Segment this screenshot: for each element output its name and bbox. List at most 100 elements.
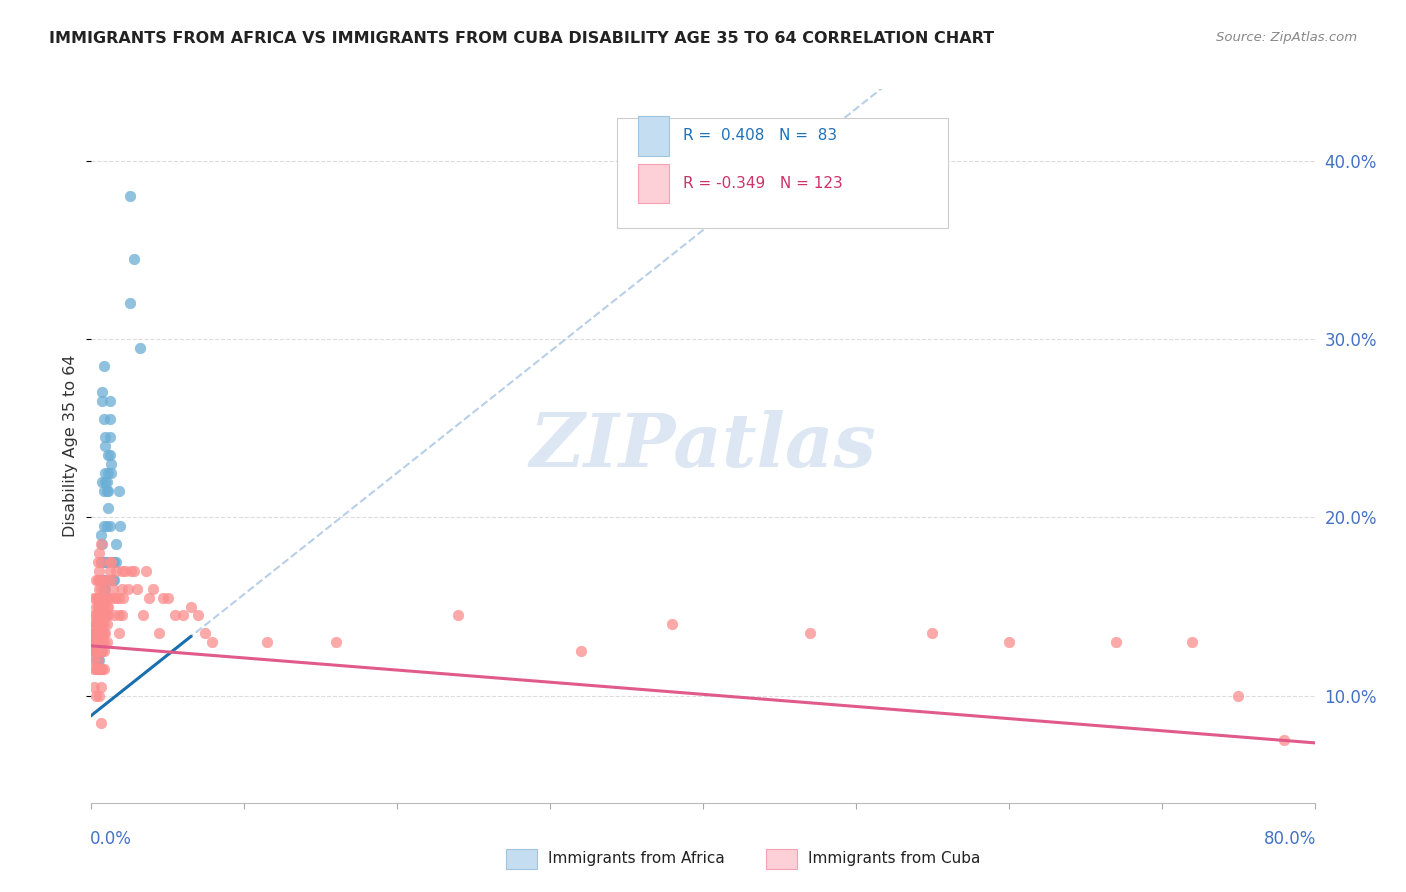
Point: [96, 635, 118, 649]
Point: [93, 582, 115, 596]
Point: [90, 617, 112, 632]
Point: [86, 653, 108, 667]
Point: [86, 626, 108, 640]
Point: [91, 573, 114, 587]
Text: R = -0.349   N = 123: R = -0.349 N = 123: [683, 177, 844, 191]
Point: [94, 582, 117, 596]
Point: [94, 555, 117, 569]
Point: [104, 537, 127, 551]
Point: [83, 626, 105, 640]
Point: [98, 555, 121, 569]
Point: [91, 644, 114, 658]
Point: [90, 635, 112, 649]
Point: [87, 689, 110, 703]
Point: [84, 644, 107, 658]
Point: [96, 475, 118, 489]
Point: [1181, 635, 1204, 649]
Point: [193, 626, 215, 640]
Point: [84, 573, 107, 587]
Point: [83, 644, 105, 658]
Point: [97, 501, 120, 516]
Point: [83, 662, 105, 676]
Point: [94, 466, 117, 480]
Bar: [638, 116, 669, 155]
Point: [138, 591, 160, 605]
Point: [94, 626, 117, 640]
Point: [91, 591, 114, 605]
Point: [91, 475, 114, 489]
Point: [118, 189, 141, 203]
Point: [97, 608, 120, 623]
Point: [84, 591, 107, 605]
Point: [87, 617, 110, 632]
Point: [97, 483, 120, 498]
Text: Immigrants from Cuba: Immigrants from Cuba: [808, 852, 981, 866]
Point: [152, 591, 174, 605]
Point: [91, 635, 114, 649]
Point: [98, 564, 121, 578]
Point: [90, 680, 112, 694]
Y-axis label: Disability Age 35 to 64: Disability Age 35 to 64: [63, 355, 79, 537]
Text: IMMIGRANTS FROM AFRICA VS IMMIGRANTS FROM CUBA DISABILITY AGE 35 TO 64 CORRELATI: IMMIGRANTS FROM AFRICA VS IMMIGRANTS FRO…: [49, 31, 994, 46]
Point: [172, 608, 194, 623]
Point: [84, 635, 107, 649]
Point: [97, 448, 120, 462]
Point: [111, 608, 134, 623]
Point: [84, 644, 107, 658]
Point: [103, 555, 125, 569]
Point: [91, 617, 114, 632]
Point: [90, 591, 112, 605]
Point: [325, 635, 347, 649]
Point: [661, 617, 683, 632]
Point: [97, 591, 120, 605]
Point: [83, 653, 105, 667]
Point: [96, 519, 118, 533]
Point: [87, 635, 110, 649]
Point: [93, 644, 115, 658]
Point: [90, 599, 112, 614]
Point: [87, 564, 110, 578]
Text: 0.0%: 0.0%: [90, 830, 132, 848]
Point: [98, 519, 121, 533]
Point: [100, 457, 122, 471]
Point: [1227, 689, 1250, 703]
Point: [94, 430, 117, 444]
Point: [91, 599, 114, 614]
Point: [87, 626, 110, 640]
Point: [84, 599, 107, 614]
Point: [104, 555, 127, 569]
Point: [90, 644, 112, 658]
Point: [84, 626, 107, 640]
Point: [84, 662, 107, 676]
Point: [93, 599, 115, 614]
Point: [97, 599, 120, 614]
Point: [569, 644, 592, 658]
Point: [101, 591, 124, 605]
Bar: [638, 164, 669, 203]
Point: [87, 644, 110, 658]
Point: [96, 608, 118, 623]
Point: [84, 653, 107, 667]
Point: [1272, 733, 1295, 747]
Point: [86, 635, 108, 649]
Point: [799, 626, 821, 640]
Point: [97, 573, 120, 587]
Point: [91, 573, 114, 587]
Point: [98, 394, 121, 409]
Point: [87, 662, 110, 676]
Point: [96, 591, 118, 605]
Point: [90, 555, 112, 569]
Text: Immigrants from Africa: Immigrants from Africa: [548, 852, 725, 866]
Point: [93, 662, 115, 676]
Point: [87, 573, 110, 587]
Point: [90, 617, 112, 632]
Point: [84, 608, 107, 623]
Point: [132, 608, 155, 623]
Point: [156, 591, 179, 605]
Point: [91, 537, 114, 551]
Point: [87, 608, 110, 623]
Point: [91, 385, 114, 400]
Point: [90, 608, 112, 623]
Point: [87, 644, 110, 658]
Point: [86, 644, 108, 658]
